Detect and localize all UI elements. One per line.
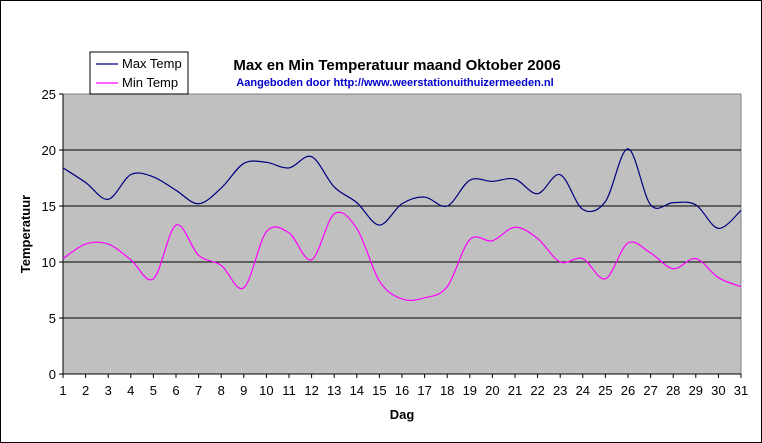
x-tick-label: 2 (82, 383, 89, 398)
x-tick-label: 12 (304, 383, 318, 398)
x-tick-label: 29 (689, 383, 703, 398)
x-tick-label: 30 (711, 383, 725, 398)
x-tick-label: 24 (576, 383, 590, 398)
x-tick-label: 22 (530, 383, 544, 398)
legend: Max Temp Min Temp (89, 51, 189, 95)
x-tick-label: 19 (463, 383, 477, 398)
y-tick-label: 15 (42, 199, 56, 214)
series-line-min-temp (62, 211, 742, 301)
y-tick-label: 20 (42, 143, 56, 158)
x-tick-label: 17 (417, 383, 431, 398)
x-tick-label: 16 (395, 383, 409, 398)
y-tick-label: 0 (49, 367, 56, 382)
x-tick-label: 3 (105, 383, 112, 398)
y-axis-title: Temperatuur (18, 195, 33, 274)
x-tick-label: 5 (150, 383, 157, 398)
x-tick-label: 4 (127, 383, 134, 398)
x-tick-label: 18 (440, 383, 454, 398)
x-axis-title: Dag (390, 407, 415, 422)
plot-area (62, 93, 742, 375)
x-tick-label: 1 (59, 383, 66, 398)
x-tick-label: 11 (282, 383, 296, 398)
x-tick-label: 25 (598, 383, 612, 398)
x-tick-label: 7 (195, 383, 202, 398)
x-tick-label: 28 (666, 383, 680, 398)
x-tick-label: 10 (259, 383, 273, 398)
x-tick-label: 8 (218, 383, 225, 398)
x-tick-label: 27 (643, 383, 657, 398)
x-axis-ticks: 1 2 3 4 5 6 7 8 9 10 11 12 13 14 15 16 17 18 19 20 21 22 23 24 2… (59, 373, 748, 398)
y-axis-ticks: 0 5 10 15 20 25 (42, 87, 64, 382)
x-tick-label: 23 (553, 383, 567, 398)
x-tick-label: 9 (240, 383, 247, 398)
legend-box (89, 51, 189, 95)
chart-title: Max en Min Temperatuur maand Oktober 200… (233, 57, 560, 74)
x-tick-label: 21 (508, 383, 522, 398)
y-tick-label: 10 (42, 255, 56, 270)
legend-label-max-temp: Max Temp (122, 56, 182, 71)
chart-subtitle: Aangeboden door http://www.weerstationui… (236, 77, 553, 89)
series-line-max-temp (62, 148, 742, 229)
x-tick-label: 20 (485, 383, 499, 398)
grid-lines (63, 149, 741, 319)
series-layer (62, 148, 742, 301)
y-tick-label: 25 (42, 87, 56, 102)
x-tick-label: 13 (327, 383, 341, 398)
y-tick-label: 5 (49, 311, 56, 326)
x-tick-label: 6 (172, 383, 179, 398)
legend-label-min-temp: Min Temp (122, 75, 178, 90)
x-tick-label: 26 (621, 383, 635, 398)
x-tick-label: 31 (734, 383, 748, 398)
x-tick-label: 14 (350, 383, 364, 398)
x-tick-label: 15 (372, 383, 386, 398)
